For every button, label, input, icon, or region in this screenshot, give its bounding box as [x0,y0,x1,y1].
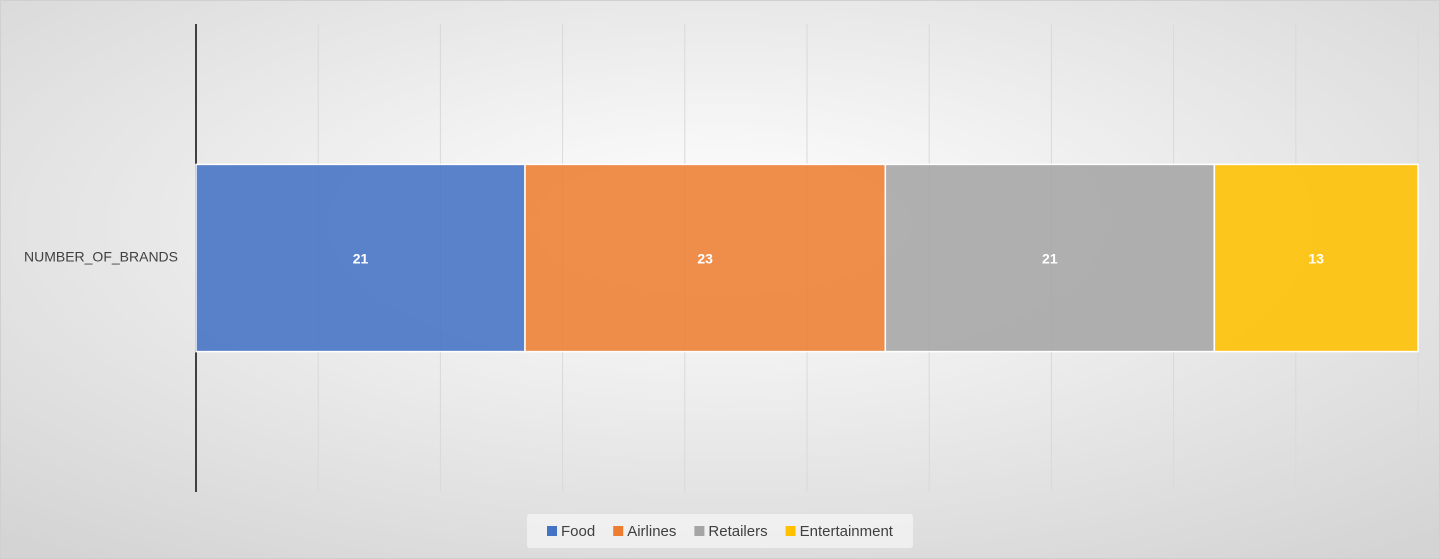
data-label: 21 [353,251,369,267]
data-label: 23 [697,251,713,267]
legend-swatch [613,526,624,536]
bar-segment [884,163,1216,353]
legend-swatch [694,526,705,536]
data-label: 13 [1308,251,1324,267]
legend-label: Airlines [627,523,676,540]
bar-segment [1213,163,1419,353]
y-tick-label: NUMBER_OF_BRANDS [24,249,178,265]
legend-label: Retailers [708,523,767,540]
bar-segment [524,163,887,353]
legend-label: Entertainment [800,523,894,540]
legend: Food Airlines Retailers Entertainment [527,514,913,548]
bar-segment [195,163,526,353]
legend-box [527,514,913,548]
legend-label: Food [561,523,595,540]
legend-swatch [547,526,558,536]
data-label: 21 [1042,251,1058,267]
legend-swatch [785,526,796,536]
